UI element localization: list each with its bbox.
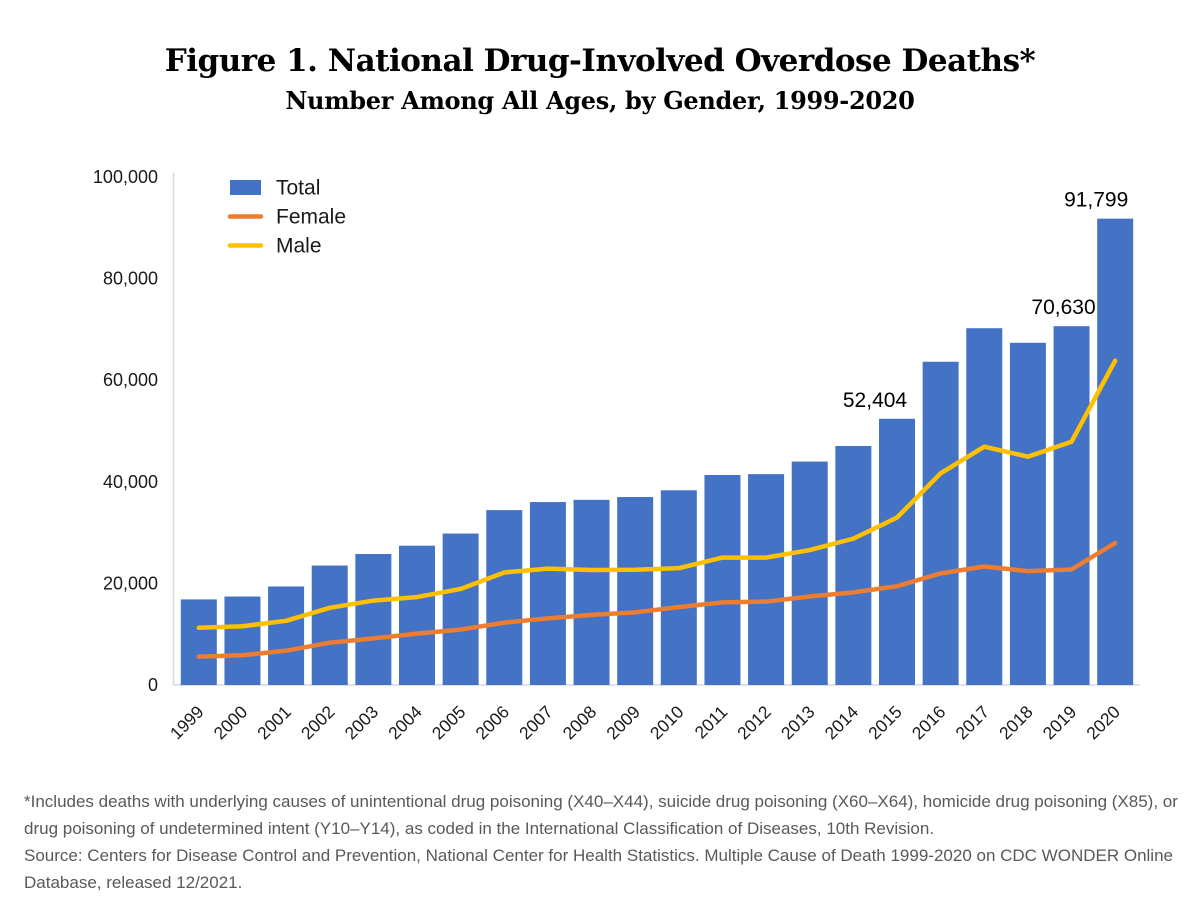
total-bar-2015 <box>879 418 915 685</box>
x-axis-label-2019: 2019 <box>1039 702 1081 744</box>
y-axis-label-0: 0 <box>148 675 158 695</box>
total-bar-2003 <box>355 554 392 685</box>
legend-label-female: Female <box>276 206 346 229</box>
x-axis-label-2006: 2006 <box>471 702 513 744</box>
x-axis-label-2002: 2002 <box>297 702 339 744</box>
legend-swatch-total <box>230 180 261 195</box>
x-axis-label-2007: 2007 <box>515 702 557 744</box>
total-bar-2007 <box>529 502 566 685</box>
x-axis-label-2014: 2014 <box>821 702 863 744</box>
x-axis-label-2001: 2001 <box>253 702 295 744</box>
total-bar-2001 <box>268 586 305 685</box>
legend-label-male: Male <box>276 235 322 258</box>
x-axis-label-2003: 2003 <box>341 702 383 744</box>
total-bar-2008 <box>573 499 610 685</box>
total-bar-2016 <box>922 361 959 685</box>
x-axis-label-2017: 2017 <box>951 702 993 744</box>
x-axis-label-2004: 2004 <box>384 702 426 744</box>
x-axis-label-2016: 2016 <box>908 702 950 744</box>
figure-title: Figure 1. National Drug-Involved Overdos… <box>164 43 1036 79</box>
female-line <box>196 540 1118 659</box>
total-bar-2002 <box>311 565 348 685</box>
y-axis-label-80,000: 80,000 <box>103 269 158 289</box>
y-axis-label-60,000: 60,000 <box>103 370 158 390</box>
total-bar-2000 <box>224 596 261 685</box>
figure-footnote: *Includes deaths with underlying causes … <box>24 788 1179 896</box>
annotation-2015: 52,404 <box>843 389 908 412</box>
total-bar-2019 <box>1053 326 1090 685</box>
total-bar-2013 <box>791 461 828 685</box>
total-bar-2011 <box>704 474 741 685</box>
footnote-source: Source: Centers for Disease Control and … <box>24 846 1173 892</box>
total-bar-2005 <box>442 533 479 685</box>
x-axis-label-2018: 2018 <box>995 702 1037 744</box>
x-axis-label-2011: 2011 <box>691 702 732 743</box>
x-axis-label-2020: 2020 <box>1082 702 1124 744</box>
y-axis-label-40,000: 40,000 <box>103 472 158 492</box>
x-axis-label-2013: 2013 <box>777 702 819 744</box>
x-axis-label-2009: 2009 <box>602 702 644 744</box>
annotation-2020: 91,799 <box>1064 189 1128 212</box>
x-axis-label-2015: 2015 <box>864 702 906 744</box>
x-axis-label-2000: 2000 <box>210 702 252 744</box>
legend-label-total: Total <box>276 177 320 200</box>
male-line <box>196 358 1118 631</box>
figure-subtitle: Number Among All Ages, by Gender, 1999-2… <box>285 86 915 115</box>
annotation-2019: 70,630 <box>1031 296 1095 319</box>
total-bar-2017 <box>966 328 1003 685</box>
x-axis-label-2010: 2010 <box>646 702 688 744</box>
x-axis-label-2012: 2012 <box>733 702 775 744</box>
total-bar-2014 <box>835 445 872 685</box>
total-bar-2006 <box>486 510 523 685</box>
total-bar-2018 <box>1009 342 1046 685</box>
y-axis-label-20,000: 20,000 <box>103 573 158 593</box>
total-bar-2010 <box>660 490 697 685</box>
overdose-deaths-chart: 0 20,000 40,000 60,000 80,000 100,000 1999 2000… <box>93 167 1140 744</box>
x-axis-label-1999: 1999 <box>166 702 208 744</box>
footnote-includes-note: *Includes deaths with underlying causes … <box>24 792 1178 838</box>
total-bar-2009 <box>617 497 654 685</box>
x-axis-label-2008: 2008 <box>559 702 601 744</box>
total-bar-2004 <box>399 545 435 685</box>
total-bar-2012 <box>748 474 785 685</box>
x-axis-label-2005: 2005 <box>428 702 470 744</box>
y-axis-label-100,000: 100,000 <box>93 167 158 187</box>
total-bar-2020 <box>1097 218 1134 685</box>
total-bar-1999 <box>180 599 217 685</box>
